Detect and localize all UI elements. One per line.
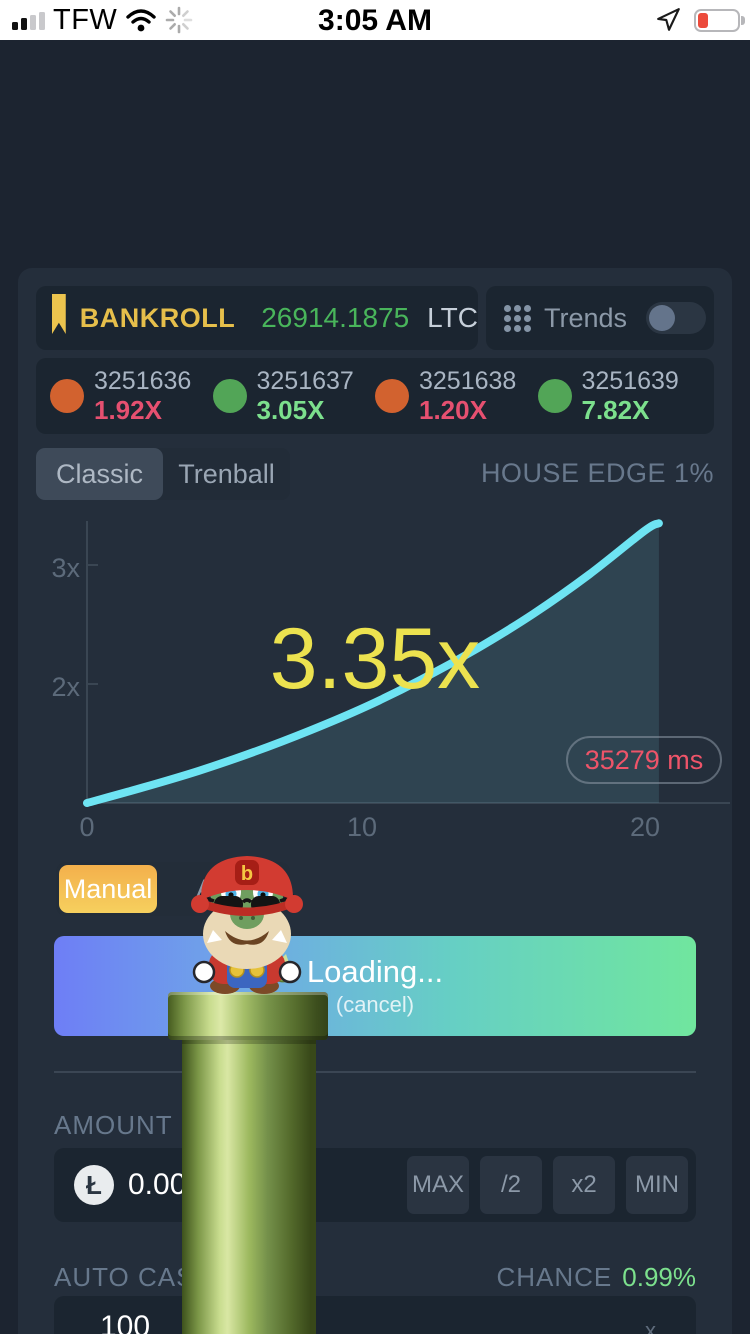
half-button[interactable]: /2 bbox=[480, 1156, 542, 1214]
chance-label: CHANCE bbox=[496, 1262, 613, 1292]
crash-curve-svg bbox=[83, 519, 730, 807]
round-number: 3251638 bbox=[419, 367, 517, 395]
battery-icon bbox=[694, 8, 745, 32]
wifi-icon bbox=[126, 9, 157, 32]
round-number: 3251637 bbox=[256, 367, 354, 395]
carrier-label: TFW bbox=[53, 3, 118, 36]
amount-field: Ł 0.00 MAX /2 x2 MIN bbox=[54, 1148, 696, 1222]
bet-loading-button[interactable]: Loading... (cancel) bbox=[54, 936, 696, 1036]
trends-toggle[interactable] bbox=[646, 302, 707, 334]
chance-value: 0.99% bbox=[622, 1262, 696, 1292]
round-multiplier: 1.20X bbox=[419, 395, 487, 425]
max-button[interactable]: MAX bbox=[407, 1156, 469, 1214]
elapsed-time-badge: 35279 ms bbox=[566, 736, 722, 784]
round-number: 3251639 bbox=[581, 367, 679, 395]
round-multiplier: 7.82X bbox=[581, 395, 650, 425]
double-button[interactable]: x2 bbox=[553, 1156, 615, 1214]
status-bar: TFW 3:05 AM bbox=[0, 0, 750, 40]
auto-cashout-input[interactable]: 100 bbox=[100, 1310, 151, 1334]
trends-label: Trends bbox=[544, 302, 628, 333]
mario-pipe-body bbox=[182, 1040, 316, 1334]
toggle-knob bbox=[649, 305, 676, 331]
crash-chart: 3x 2x 0 10 20 3.35x 35279 ms bbox=[36, 515, 732, 847]
x-tick-20: 20 bbox=[629, 812, 661, 842]
game-type-tabs: Classic Trenball bbox=[36, 448, 290, 500]
chance-wrap: CHANCE 0.99% bbox=[496, 1262, 696, 1293]
bookmark-icon bbox=[52, 294, 66, 334]
trends-grid-icon bbox=[504, 304, 531, 332]
x-tick-10: 10 bbox=[346, 812, 378, 842]
round-multiplier: 1.92X bbox=[94, 395, 162, 425]
svg-text:b: b bbox=[241, 863, 253, 885]
bankroll-currency: LTC bbox=[427, 302, 478, 333]
history-item[interactable]: 3251636 1.92X bbox=[50, 367, 213, 425]
amount-label: AMOUNT bbox=[54, 1110, 173, 1140]
mascot-character: b bbox=[191, 856, 303, 994]
house-edge-label: HOUSE EDGE 1% bbox=[480, 458, 714, 488]
bankroll-value: 26914.1875 bbox=[261, 302, 410, 333]
history-item[interactable]: 3251637 3.05X bbox=[212, 367, 376, 425]
clear-icon[interactable]: x bbox=[645, 1318, 656, 1334]
min-button[interactable]: MIN bbox=[626, 1156, 688, 1214]
round-number: 3251636 bbox=[94, 367, 192, 395]
result-dot bbox=[212, 379, 247, 413]
tab-trenball[interactable]: Trenball bbox=[178, 458, 275, 489]
y-tick-3x: 3x bbox=[51, 553, 80, 583]
mario-pipe-rim bbox=[168, 992, 328, 1040]
amount-input[interactable]: 0.00 bbox=[128, 1168, 187, 1201]
bankroll-label: BANKROLL bbox=[79, 302, 236, 333]
section-divider bbox=[54, 1071, 696, 1073]
history-item[interactable]: 3251639 7.82X bbox=[537, 367, 701, 425]
cell-signal-icon bbox=[12, 10, 45, 30]
round-multiplier: 3.05X bbox=[256, 395, 325, 425]
litecoin-icon: Ł bbox=[74, 1165, 114, 1205]
cancel-label[interactable]: (cancel) bbox=[335, 992, 415, 1017]
location-arrow-icon bbox=[657, 8, 680, 31]
trends-card: Trends bbox=[486, 286, 714, 350]
tab-manual[interactable]: Manual bbox=[59, 865, 157, 913]
tab-classic[interactable]: Classic bbox=[36, 448, 163, 500]
round-history: 3251636 1.92X 3251637 3.05X 3251638 1.20… bbox=[36, 358, 714, 434]
clock: 3:05 AM bbox=[318, 4, 432, 37]
loading-label: Loading... bbox=[306, 954, 444, 989]
result-dot bbox=[537, 379, 572, 413]
result-dot bbox=[50, 379, 84, 413]
auto-cashout-field[interactable]: 100 x bbox=[54, 1296, 696, 1334]
result-dot bbox=[375, 379, 409, 413]
history-item[interactable]: 3251638 1.20X bbox=[375, 367, 538, 425]
x-tick-0: 0 bbox=[79, 812, 95, 842]
network-activity-spinner-icon bbox=[166, 6, 193, 34]
current-multiplier: 3.35x bbox=[269, 611, 481, 707]
y-tick-2x: 2x bbox=[51, 672, 80, 702]
bankroll-card: BANKROLL 26914.1875 LTC bbox=[36, 286, 478, 350]
